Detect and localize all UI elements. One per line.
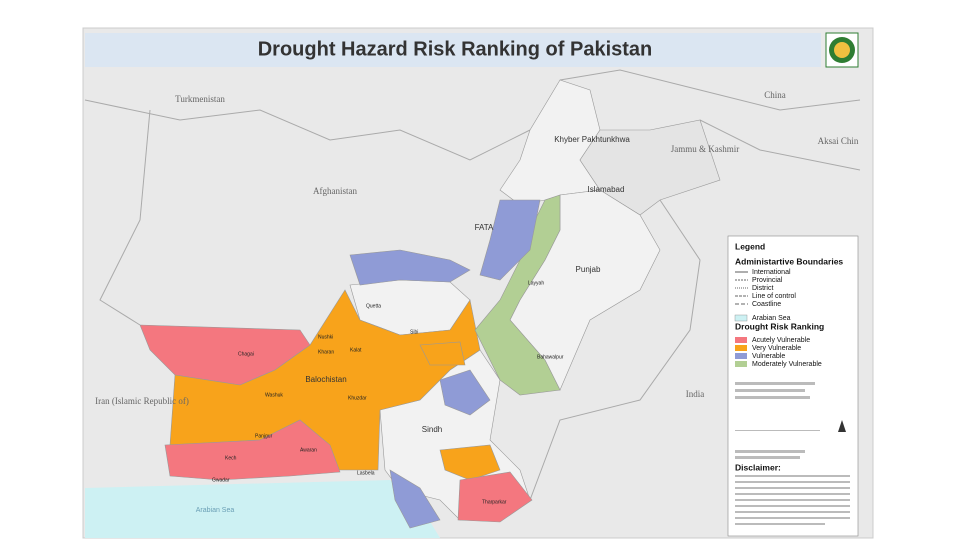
sea-label: Arabian Sea bbox=[196, 507, 235, 514]
risk-areas bbox=[139, 194, 561, 529]
district-label: Quetta bbox=[366, 303, 381, 309]
legend-item: Very Vulnerable bbox=[752, 345, 801, 352]
title: Drought Hazard Risk Ranking of Pakistan bbox=[258, 38, 653, 60]
disclaimer-title: Disclaimer: bbox=[735, 462, 781, 472]
legend-panel bbox=[727, 235, 859, 537]
district-label: Nushki bbox=[318, 334, 333, 340]
region-label: Balochistan bbox=[305, 375, 346, 384]
country-label: Jammu & Kashmir bbox=[671, 144, 740, 154]
district-label: Lasbela bbox=[357, 470, 375, 476]
legend-swatch bbox=[735, 345, 747, 351]
district-label: Chagai bbox=[238, 351, 254, 357]
legend-item: Arabian Sea bbox=[752, 315, 791, 322]
borders bbox=[84, 69, 861, 501]
legend: Legend Administartive Boundaries Drought… bbox=[734, 241, 843, 472]
country-label: India bbox=[686, 389, 705, 399]
district-label: Washuk bbox=[265, 392, 283, 398]
sea bbox=[85, 480, 440, 538]
legend-swatch bbox=[735, 337, 747, 343]
legend-swatch bbox=[735, 361, 747, 367]
legend-item: International bbox=[752, 269, 791, 276]
district-label: Awaran bbox=[300, 447, 317, 453]
legend-item: Acutely Vulnerable bbox=[752, 337, 810, 344]
district-label: Tharparkar bbox=[482, 499, 507, 505]
title-bar bbox=[85, 33, 821, 67]
district-labels: Chagai Kharan Washuk Awaran Kech Gwadar … bbox=[212, 280, 564, 505]
legend-swatch bbox=[734, 314, 748, 322]
district-label: Kalat bbox=[350, 347, 362, 353]
legend-swatch bbox=[735, 353, 747, 359]
country-label: Afghanistan bbox=[313, 186, 357, 196]
legend-info bbox=[735, 382, 850, 525]
region-label: FATA bbox=[475, 223, 494, 232]
country-label: Aksai Chin bbox=[818, 136, 859, 146]
region-label: Punjab bbox=[576, 265, 601, 274]
district-label: Gwadar bbox=[212, 477, 230, 483]
district-label: Kharan bbox=[318, 349, 334, 355]
legend-item: District bbox=[752, 285, 773, 292]
country-label: Turkmenistan bbox=[175, 94, 225, 104]
district-label: Bahawalpur bbox=[537, 354, 564, 360]
region-label: Sindh bbox=[422, 425, 442, 434]
region-label: Islamabad bbox=[588, 185, 625, 194]
district-label: Sibi bbox=[410, 329, 418, 335]
district-label: Kech bbox=[225, 455, 237, 461]
legend-item: Provincial bbox=[752, 277, 783, 284]
legend-item: Vulnerable bbox=[752, 353, 785, 360]
legend-item: Moderately Vulnerable bbox=[752, 361, 822, 368]
legend-title: Legend bbox=[735, 241, 765, 251]
legend-item: Line of control bbox=[752, 293, 796, 300]
logo bbox=[825, 32, 859, 68]
country-label: Iran (Islamic Republic of) bbox=[95, 396, 189, 406]
legend-heading: Administartive Boundaries bbox=[735, 256, 843, 266]
district-label: Khuzdar bbox=[348, 395, 367, 401]
legend-item: Coastline bbox=[752, 301, 781, 308]
country-label: China bbox=[764, 90, 786, 100]
district-label: Panjgur bbox=[255, 433, 273, 439]
legend-heading: Drought Risk Ranking bbox=[735, 321, 824, 331]
region-label: Khyber Pakhtunkhwa bbox=[554, 135, 630, 144]
district-label: Layyah bbox=[528, 280, 544, 286]
